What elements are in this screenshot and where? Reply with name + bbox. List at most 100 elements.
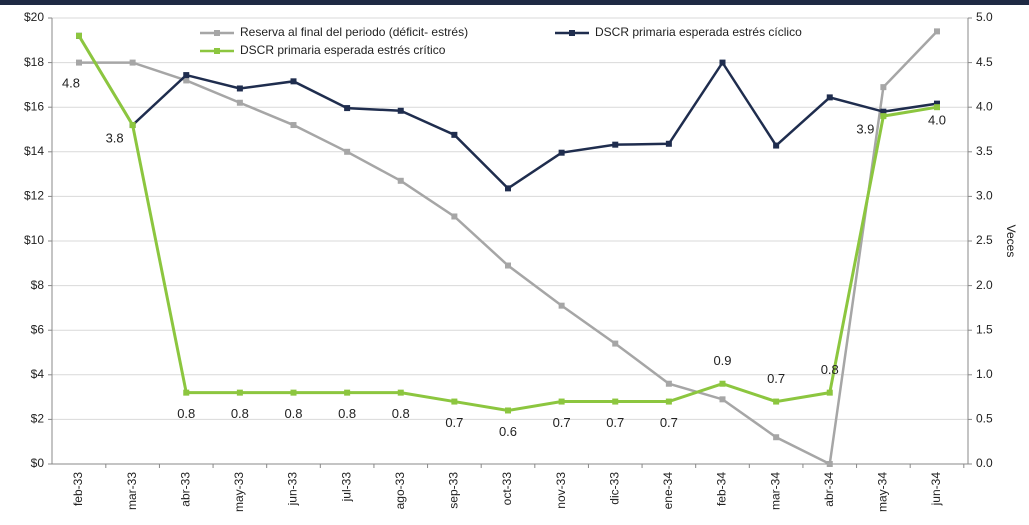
series-marker [934, 100, 940, 107]
x-tick-label: feb-33 [71, 472, 85, 506]
series-marker [558, 398, 565, 405]
y-tick-label: $20 [24, 10, 44, 24]
series-marker [612, 141, 619, 148]
series-line [77, 35, 938, 413]
series-marker [773, 142, 780, 149]
legend-label: DSCR primaria esperada estrés crítico [240, 43, 446, 57]
series-marker [880, 113, 887, 120]
y2-tick-label: 1.5 [976, 322, 993, 336]
x-tick-label: mar-33 [125, 472, 139, 510]
series-marker [826, 94, 833, 101]
data-label: 0.7 [767, 371, 785, 386]
legend-marker [569, 30, 575, 36]
data-label: 3.8 [106, 130, 124, 145]
x-tick-label: nov-33 [554, 472, 568, 509]
legend-label: DSCR primaria esperada estrés cíclico [595, 25, 802, 39]
series-marker [290, 78, 297, 85]
y-tick-label: $0 [31, 456, 45, 470]
series-marker [665, 398, 672, 405]
series-marker [129, 59, 136, 66]
x-tick-label: may-33 [232, 472, 246, 512]
y2-tick-label: 3.0 [976, 189, 993, 203]
data-label: 0.6 [499, 424, 517, 439]
x-tick-label: mar-34 [768, 472, 782, 510]
data-label: 0.7 [445, 415, 463, 430]
y2-tick-label: 2.0 [976, 278, 993, 292]
series-marker [344, 389, 351, 396]
data-label: 4.8 [62, 75, 80, 90]
y2-tick-label: 0.5 [976, 412, 993, 426]
x-tick-label: oct-33 [500, 472, 514, 506]
data-label: 0.8 [392, 406, 410, 421]
series-marker [290, 122, 297, 129]
series-marker [236, 99, 243, 106]
y-tick-label: $10 [24, 233, 44, 247]
series-marker [934, 28, 940, 35]
series-marker [880, 108, 887, 115]
series-marker [397, 177, 404, 184]
y2-tick-label: 3.5 [976, 144, 993, 158]
series-marker [397, 107, 404, 114]
series-marker [558, 149, 565, 156]
series-marker [934, 104, 940, 111]
series-marker [451, 213, 458, 220]
series-marker [183, 72, 190, 79]
x-tick-label: feb-34 [715, 472, 729, 506]
y2-tick-label: 0.0 [976, 456, 993, 470]
series-marker [76, 32, 82, 39]
y-tick-label: $12 [24, 189, 44, 203]
data-label: 0.8 [821, 362, 839, 377]
series-marker [344, 105, 351, 112]
x-tick-label: ene-34 [661, 472, 675, 510]
series-marker [719, 380, 726, 387]
series-marker [773, 434, 780, 441]
series-marker [826, 461, 833, 467]
y-tick-label: $2 [31, 412, 45, 426]
series-marker [880, 84, 887, 91]
data-label: 0.7 [660, 415, 678, 430]
series-marker [344, 148, 351, 155]
series-marker [397, 389, 404, 396]
data-label: 0.8 [231, 406, 249, 421]
legend-label: Reserva al final del periodo (déficit- e… [240, 25, 468, 39]
series-marker [612, 340, 619, 347]
series-marker [826, 389, 833, 396]
series-marker [451, 398, 458, 405]
y2-tick-label: 1.0 [976, 367, 993, 381]
data-label: 4.0 [928, 113, 946, 128]
legend-marker [214, 30, 220, 36]
x-tick-label: jun-33 [286, 472, 300, 507]
y-tick-label: $8 [31, 278, 45, 292]
x-tick-label: may-34 [876, 472, 890, 512]
series-marker [665, 380, 672, 387]
series-line [77, 35, 938, 190]
series-marker [719, 59, 726, 66]
series-marker [505, 185, 511, 192]
y2-tick-label: 4.5 [976, 55, 993, 69]
series-marker [719, 396, 726, 403]
x-tick-label: jun-34 [929, 472, 943, 507]
x-tick-label: dic-33 [607, 472, 621, 505]
x-tick-label: jul-33 [339, 472, 353, 503]
series-marker [183, 77, 190, 84]
series-marker [236, 85, 243, 92]
y-tick-label: $18 [24, 55, 44, 69]
x-tick-label: sep-33 [447, 472, 461, 509]
data-label: 0.7 [606, 415, 624, 430]
series-marker [505, 262, 511, 269]
series-marker [451, 131, 458, 138]
series-line [79, 30, 938, 466]
data-label: 0.8 [338, 406, 356, 421]
y-tick-label: $14 [24, 144, 44, 158]
series-marker [183, 389, 190, 396]
y-tick-label: $16 [24, 99, 44, 113]
series-marker [665, 140, 672, 147]
y2-tick-label: 2.5 [976, 233, 993, 247]
y2-axis-label: Veces [1004, 225, 1018, 258]
data-label: 0.9 [713, 353, 731, 368]
series-marker [290, 389, 297, 396]
series-marker [129, 122, 136, 129]
y-tick-label: $6 [31, 322, 45, 336]
series-marker [773, 398, 780, 405]
